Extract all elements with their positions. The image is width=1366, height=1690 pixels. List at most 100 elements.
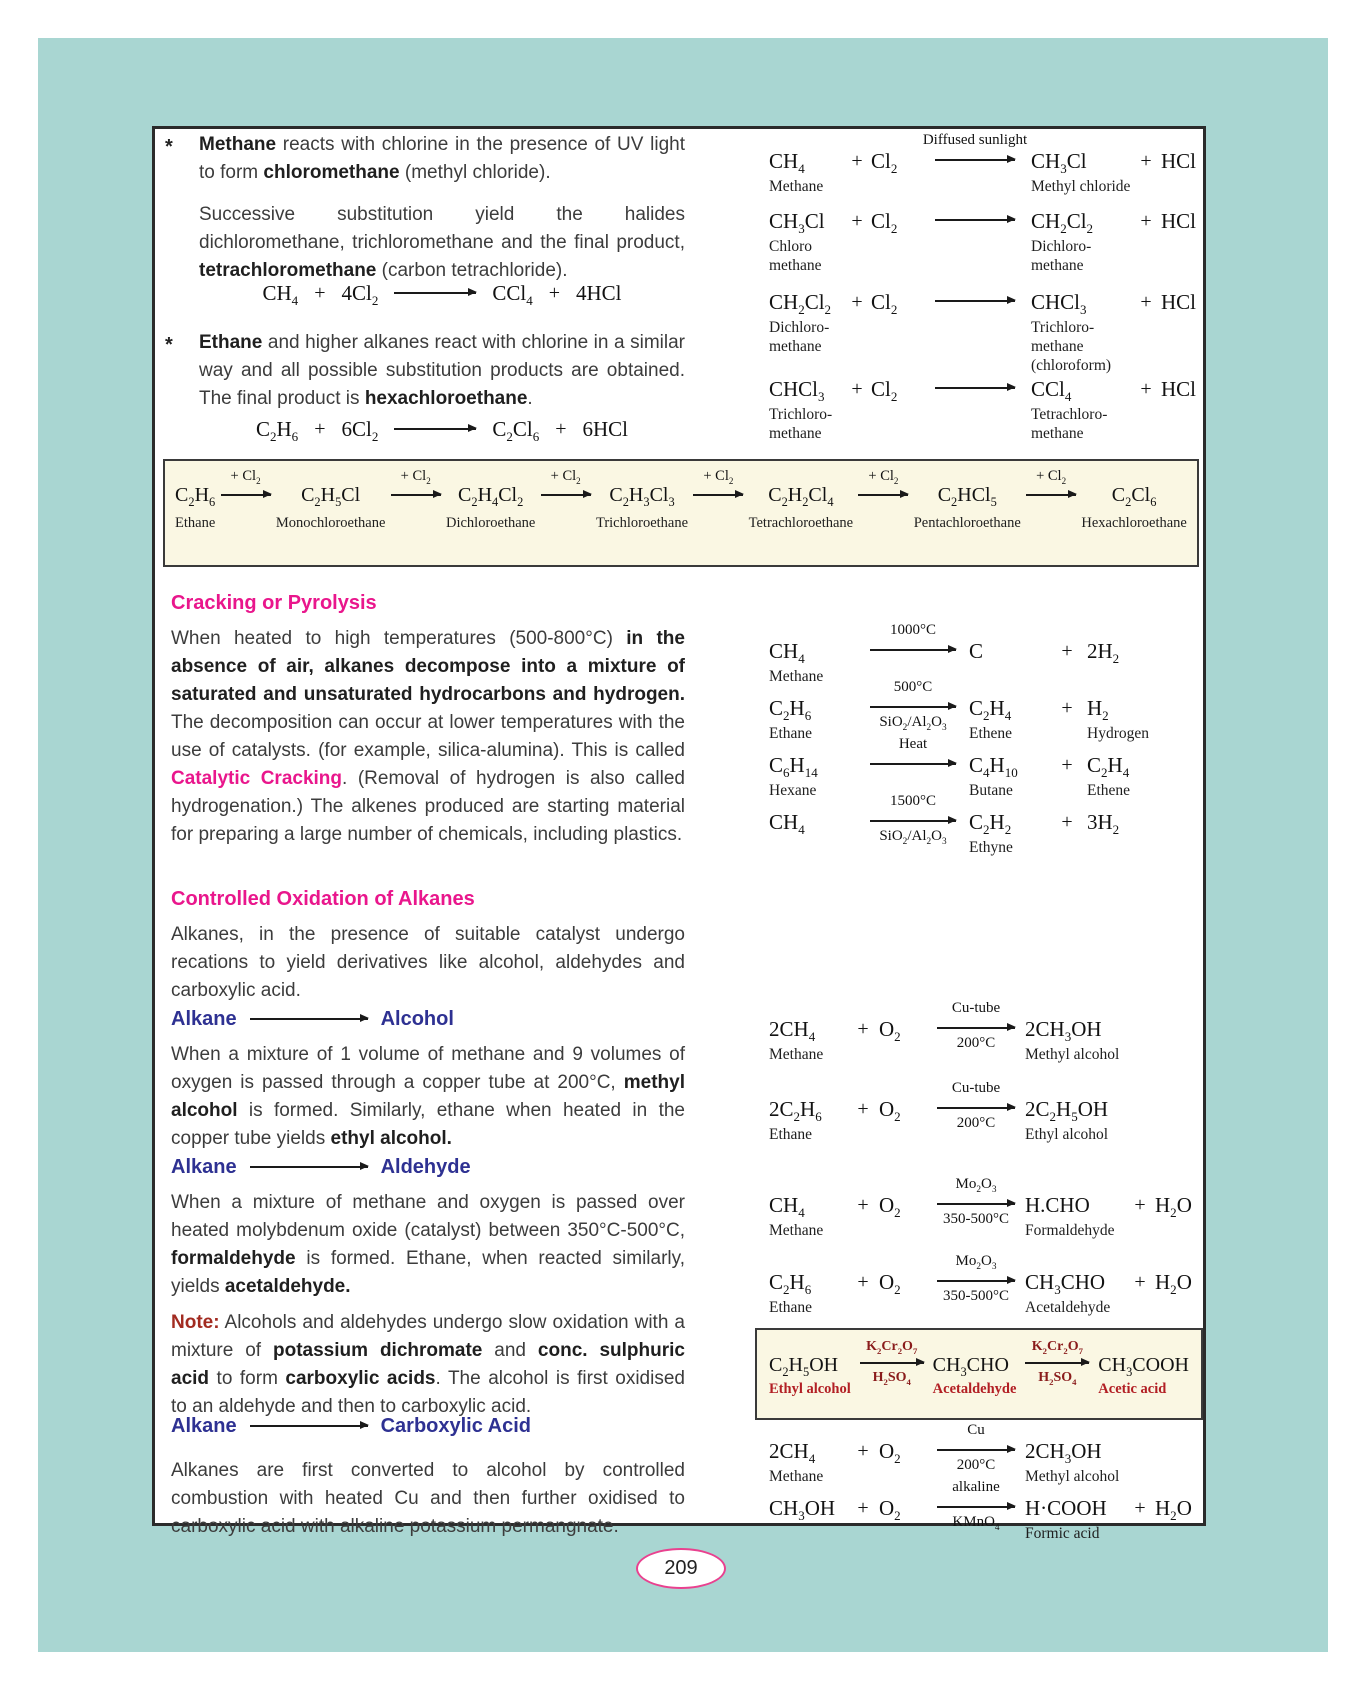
cracking-row-ethane-500: C2H6 Ethane 500°C SiO2/Al2O3 C2H4 Ethene + … [769, 678, 1209, 743]
reagent-cell: O2 [879, 999, 927, 1043]
reaction-arrow-icon [1025, 1358, 1091, 1366]
box-step: CH3COOH Acetic acid [1098, 1338, 1189, 1398]
reactant-formula: CH4 [769, 639, 805, 667]
product2-formula: H2 [1087, 696, 1109, 724]
chain-step: C2H5Cl Monochloroethane [276, 461, 386, 533]
reagent-cell: O2 [879, 1478, 927, 1522]
plus-sign: + [857, 1098, 869, 1120]
oxidation-row-methanol-cu: 2CH4 Methane + O2 Cu 200°C 2CH3OH Methyl al… [769, 1421, 1209, 1486]
reagent-formula: 4Cl2 [341, 281, 379, 309]
reagent-cell: Cl2 [871, 191, 919, 237]
plus-sign: + [1134, 1194, 1146, 1216]
arrow-cell [919, 191, 1031, 223]
reaction-row-tetrachloromethane: CHCl3 Trichloro- methane + Cl2 CCl4 Tetrac… [769, 359, 1209, 443]
reaction-arrow-icon [935, 215, 1016, 223]
product-cell: CH3Cl Methyl chloride [1031, 131, 1131, 196]
product-formula: C2H2 [969, 810, 1012, 838]
plus-sign: + [314, 282, 326, 304]
byproduct-cell: HCl [1161, 131, 1201, 173]
reaction-arrow-icon [858, 490, 910, 498]
chain-name: Ethane [175, 515, 216, 531]
product2-formula: H2O [1155, 1496, 1192, 1524]
reactant-formula: CH3OH [769, 1496, 836, 1524]
reaction-arrow-icon [935, 155, 1016, 163]
reagent-cell: Cl2 [871, 131, 919, 175]
product-formula: CH3Cl [1031, 149, 1087, 177]
product-cell: C [969, 621, 1047, 667]
chain-step: C2H6 Ethane [175, 461, 215, 533]
reaction-arrow-icon [937, 1445, 1016, 1453]
reactant-formula: CH4 [262, 281, 299, 309]
product-name: Acetaldehyde [1025, 1299, 1111, 1316]
section-heading-oxidation: Controlled Oxidation of Alkanes [171, 888, 475, 910]
byproduct-formula: HCl [1161, 377, 1197, 401]
chain-name: Pentachloroethane [913, 515, 1021, 531]
reaction-row-trichloromethane: CH2Cl2 Dichloro- methane + Cl2 CHCl3 Trich… [769, 272, 1209, 375]
chain-name: Tetrachloroethane [748, 515, 854, 531]
reagent-formula: Cl2 [871, 209, 898, 237]
page-number-badge: 209 [636, 1548, 726, 1589]
paragraph-ethane-chlorine: Ethane and higher alkanes react with chl… [199, 332, 685, 409]
product2-cell: H2O [1155, 1478, 1201, 1524]
reactant-name: Chloro methane [769, 238, 822, 274]
plus-sign: + [1134, 1497, 1146, 1519]
arrow-condition-above: + Cl2 [400, 468, 431, 486]
chain-step: C2H3Cl3 Trichloroethane [596, 461, 688, 533]
arrow-condition-below: KMnO4 [952, 1514, 1000, 1533]
product-name: Dichloro- methane [1031, 238, 1092, 274]
reaction-arrow-icon [937, 1276, 1016, 1284]
product-name: Formaldehyde [1025, 1222, 1115, 1239]
arrow-condition-below: SiO2/Al2O3 [879, 714, 947, 733]
plus-sign: + [1061, 811, 1073, 833]
reaction-arrow-icon [937, 1502, 1016, 1510]
product2-formula: C2H4 [1087, 753, 1130, 781]
product2-cell: C2H4 Ethene [1087, 735, 1197, 800]
reagent-formula: O2 [879, 1193, 901, 1221]
reagent-cell: O2 [879, 1421, 927, 1467]
arrow-condition-below: SiO2/Al2O3 [879, 828, 947, 847]
product-name: Butane [969, 782, 1013, 799]
bullet-marker: * [165, 136, 173, 158]
arrow-condition-above: 500°C [893, 679, 933, 695]
alkane-label: Alkane [171, 1156, 237, 1178]
reaction-arrow-icon [249, 1162, 369, 1170]
product-cell: 2CH3OH Methyl alcohol [1025, 999, 1125, 1064]
plus-sign: + [1140, 210, 1152, 232]
product2-formula: H2O [1155, 1193, 1192, 1221]
reagent-formula: O2 [879, 1439, 901, 1467]
product-formula: CCl4 [1031, 377, 1072, 405]
chain-formula: C2H4Cl2 [458, 484, 524, 509]
page-number: 209 [664, 1557, 698, 1579]
plus-sign [1125, 1079, 1155, 1097]
reaction-arrow-icon [394, 288, 478, 296]
equation-methane-tetrachloride: CH4 + 4Cl2 CCl4 + 4HCl [199, 281, 685, 309]
arrow-condition-above: Heat [898, 736, 928, 752]
reactant-cell: CH4 Methane [769, 131, 843, 196]
product2-cell: H2O [1155, 1252, 1201, 1296]
arrow-condition-above: + Cl2 [550, 468, 581, 486]
reaction-arrow-icon [870, 645, 957, 653]
reaction-row-chloromethane: CH4 Methane + Cl2 Diffused sunlight CH3Cl… [769, 131, 1209, 196]
reactant-cell: C2H6 Ethane [769, 678, 857, 743]
product-formula: H·COOH [1025, 1496, 1107, 1520]
arrow-cell: K2Cr2O7 H2SO4 [1025, 1338, 1091, 1386]
arrow-cell: Cu-tube 200°C [927, 1079, 1025, 1132]
chain-formula: C2H5Cl [301, 484, 361, 509]
product-formula: C2Cl6 [492, 417, 540, 445]
arrow-condition-above: + Cl2 [868, 468, 899, 486]
reactant-formula: CHCl3 [769, 377, 825, 405]
arrow-cell: Cu-tube 200°C [927, 999, 1025, 1052]
product-cell: CH2Cl2 Dichloro- methane [1031, 191, 1131, 275]
reaction-arrow-icon [937, 1199, 1016, 1207]
reagent-formula: O2 [879, 1097, 901, 1125]
reaction-arrow-icon [870, 816, 957, 824]
oxidation-row-formaldehyde: CH4 Methane + O2 Mo2O3 350-500°C H.CHO Form… [769, 1175, 1209, 1240]
alkane-label: Alkane [171, 1415, 237, 1437]
plus-sign: + [857, 1018, 869, 1040]
label-alkane-to-carboxylic-acid: Alkane Carboxylic Acid [171, 1414, 531, 1438]
reactant-formula: CH4 [769, 1193, 805, 1221]
step-formula: CH3CHO [932, 1354, 1009, 1379]
byproduct-formula: 6HCl [582, 417, 629, 441]
plus-sign: + [1134, 1271, 1146, 1293]
reactant-formula: CH2Cl2 [769, 290, 832, 318]
